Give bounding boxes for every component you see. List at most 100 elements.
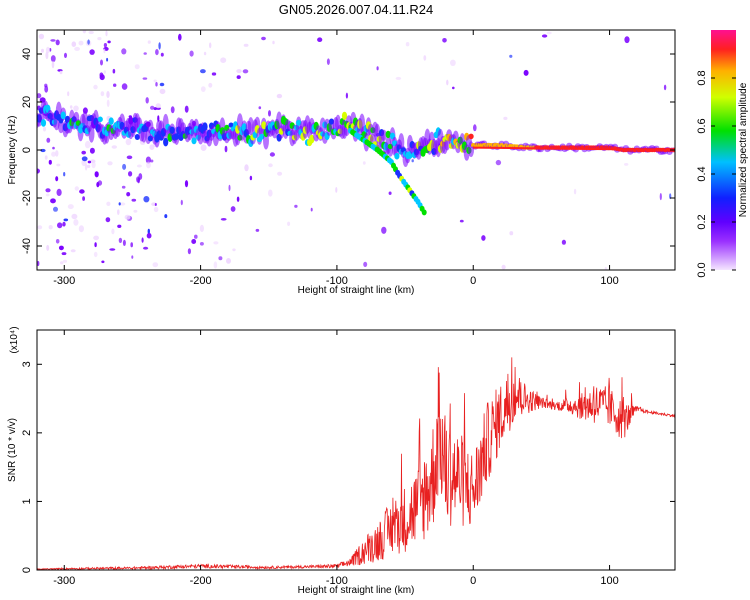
spectrogram-noise-mark xyxy=(446,79,449,86)
spectrogram-band-mark xyxy=(328,118,335,125)
spectrogram-noise-mark xyxy=(122,239,126,246)
spectrogram-noise-mark xyxy=(106,99,110,108)
spectrogram-noise-mark xyxy=(58,245,64,251)
spectrogram-noise-mark xyxy=(249,175,253,181)
spectrogram-noise-mark xyxy=(50,39,56,42)
spectrogram-noise-mark xyxy=(53,206,58,212)
spectrogram-ytick-label: -20 xyxy=(21,190,33,206)
spectrogram-band-mark xyxy=(134,134,140,140)
spectrogram-noise-mark xyxy=(74,186,80,191)
spectrogram-noise-mark xyxy=(71,41,77,47)
spectrogram-ytick-label: -40 xyxy=(21,238,33,254)
colorbar-tick-label: 0.4 xyxy=(696,166,708,181)
spectrogram-noise-mark xyxy=(55,176,59,182)
spectrogram-noise-mark xyxy=(459,219,464,223)
spectrogram-noise-mark xyxy=(442,38,447,43)
spectrogram-noise-mark xyxy=(268,189,273,197)
spectrogram-noise-mark xyxy=(203,51,207,56)
spectrogram-branch-mark xyxy=(421,209,427,216)
snr-ytick-label: 3 xyxy=(21,361,33,367)
spectrogram-band-halo xyxy=(380,129,387,141)
spectrogram-noise-mark xyxy=(228,184,231,192)
spectrogram-noise-mark xyxy=(70,249,76,253)
spectrogram-noise-mark xyxy=(118,202,121,206)
spectrogram-ylabel: Frequency (Hz) xyxy=(7,116,18,185)
spectrogram-noise-mark xyxy=(97,180,103,186)
snr-ytick-label: 2 xyxy=(21,430,33,436)
snr-panel: -300 -200 -100 0 100 0 1 2 3 Height of straight … xyxy=(7,326,676,596)
spectrogram-noise-mark xyxy=(561,239,567,245)
spectrogram-xtick-label: -300 xyxy=(53,275,75,287)
spectrogram-ytick-label: 0 xyxy=(21,147,33,153)
spectrogram-ytick-label: 40 xyxy=(21,48,33,60)
spectrogram-noise-mark xyxy=(200,86,206,92)
spectrogram-noise-mark xyxy=(236,69,242,74)
spectrogram-noise-mark xyxy=(55,150,59,157)
spectrogram-noise-mark xyxy=(81,156,88,162)
spectrogram-noise-mark xyxy=(84,163,88,171)
spectrogram-noise-mark xyxy=(79,189,85,194)
spectrogram-noise-mark xyxy=(124,214,131,220)
spectrogram-noise-mark xyxy=(277,171,283,176)
spectrogram-noise-mark xyxy=(100,59,103,66)
spectrogram-noise-mark xyxy=(187,248,191,255)
spectrogram-noise-mark xyxy=(105,217,111,223)
spectrogram-noise-mark xyxy=(103,43,107,48)
spectrogram-noise-mark xyxy=(152,262,159,268)
spectrogram-noise-mark xyxy=(142,77,148,80)
spectrogram-xtick-label: -100 xyxy=(326,275,348,287)
spectrogram-noise-mark xyxy=(130,242,133,248)
spectrogram-noise-mark xyxy=(178,33,182,41)
spectrogram-band-mark xyxy=(40,119,47,127)
spectrogram-noise-mark xyxy=(326,58,330,65)
spectrogram-noise-mark xyxy=(38,33,45,40)
spectrogram-noise-mark xyxy=(473,124,477,132)
colorbar-label: Normalized spectral amplitude xyxy=(738,82,749,217)
spectrogram-noise-mark xyxy=(244,164,249,172)
snr-plot-area xyxy=(37,330,675,570)
spectrogram-noise-mark xyxy=(294,204,298,208)
spectrogram-noise-mark xyxy=(44,85,49,93)
spectrogram-noise-mark xyxy=(191,239,197,244)
spectrogram-band-halo xyxy=(88,124,95,143)
spectrogram-noise-mark xyxy=(84,140,91,149)
spectrogram-noise-mark xyxy=(42,126,47,132)
spectrogram-noise-mark xyxy=(160,52,164,57)
spectrogram-band-mark xyxy=(394,152,400,160)
spectrogram-noise-mark xyxy=(158,42,161,50)
spectrogram-noise-mark xyxy=(236,196,240,202)
snr-series-line xyxy=(37,357,675,570)
spectrogram-noise-mark xyxy=(61,252,67,256)
spectrogram-noise-mark xyxy=(501,264,506,270)
spectrogram-noise-mark xyxy=(103,70,107,74)
spectrogram-noise-mark xyxy=(55,39,60,46)
spectrogram-noise-mark xyxy=(106,201,111,206)
spectrogram-noise-mark xyxy=(153,79,157,83)
spectrogram-noise-mark xyxy=(230,206,236,212)
spectrogram-noise-mark xyxy=(208,82,213,88)
spectrogram-noise-mark xyxy=(131,255,134,259)
spectrogram-band-mark xyxy=(309,134,315,144)
spectrogram-noise-mark xyxy=(59,70,63,75)
spectrogram-noise-mark xyxy=(121,83,128,90)
spectrogram-noise-mark xyxy=(184,180,189,188)
spectrogram-noise-mark xyxy=(105,30,108,37)
spectrogram-noise-mark xyxy=(523,69,529,76)
spectrogram-noise-mark xyxy=(121,185,126,189)
spectrogram-noise-mark xyxy=(125,138,132,146)
spectrogram-noise-mark xyxy=(180,199,183,206)
spectrogram-noise-mark xyxy=(362,161,366,165)
spectrogram-noise-mark xyxy=(211,72,217,76)
spectrogram-noise-mark xyxy=(63,218,69,222)
spectrogram-noise-mark xyxy=(345,92,348,99)
spectrogram-noise-mark xyxy=(93,84,98,90)
spectrogram-noise-mark xyxy=(81,150,86,155)
spectrogram-plot-area xyxy=(37,30,675,270)
spectrogram-noise-mark xyxy=(405,42,410,47)
spectrogram-noise-mark xyxy=(317,37,323,42)
spectrogram-noise-mark xyxy=(363,261,368,267)
spectrogram-noise-mark xyxy=(67,204,74,210)
spectrogram-noise-mark xyxy=(44,155,48,160)
spectrogram-noise-mark xyxy=(45,46,50,54)
